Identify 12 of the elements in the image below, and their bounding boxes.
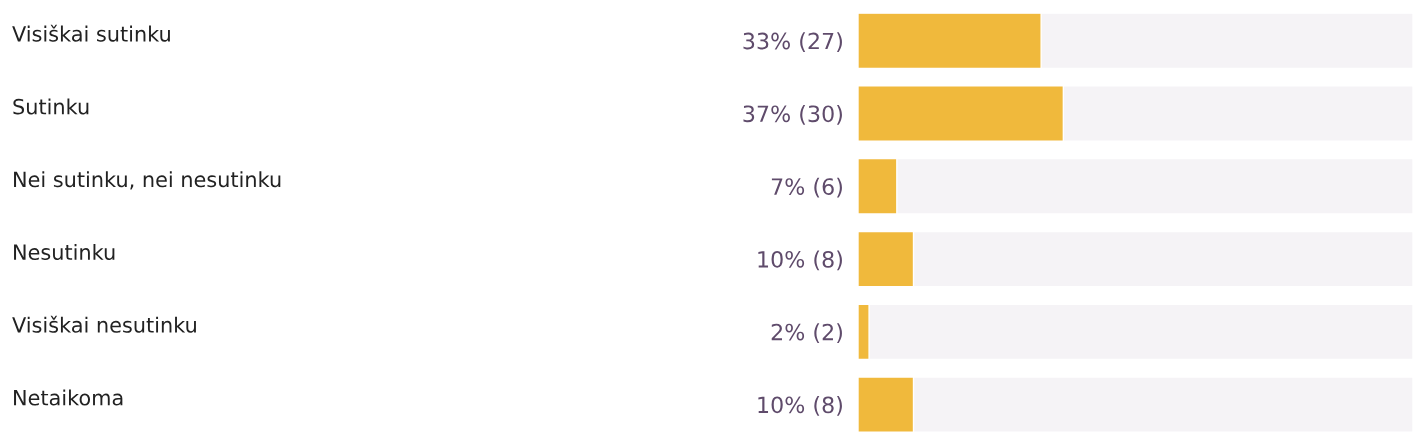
y-tick-label: Visiškai nesutinku <box>12 315 196 333</box>
data-label: 33% (27) <box>743 32 842 53</box>
y-tick-label: Sutinku <box>13 98 89 115</box>
y-tick-label: Nei sutinku, nei nesutinku <box>14 171 281 190</box>
y-tick-label: Visiškai sutinku <box>12 24 170 42</box>
data-label: 10% (8) <box>758 396 842 416</box>
data-label: 2% (2) <box>771 323 842 344</box>
data-label: 37% (30) <box>743 105 842 125</box>
y-tick-label: Netaikoma <box>14 389 123 406</box>
data-label: 7% (6) <box>771 177 842 198</box>
data-label: 10% (8) <box>758 250 842 271</box>
y-tick-label: Nesutinku <box>14 243 115 261</box>
